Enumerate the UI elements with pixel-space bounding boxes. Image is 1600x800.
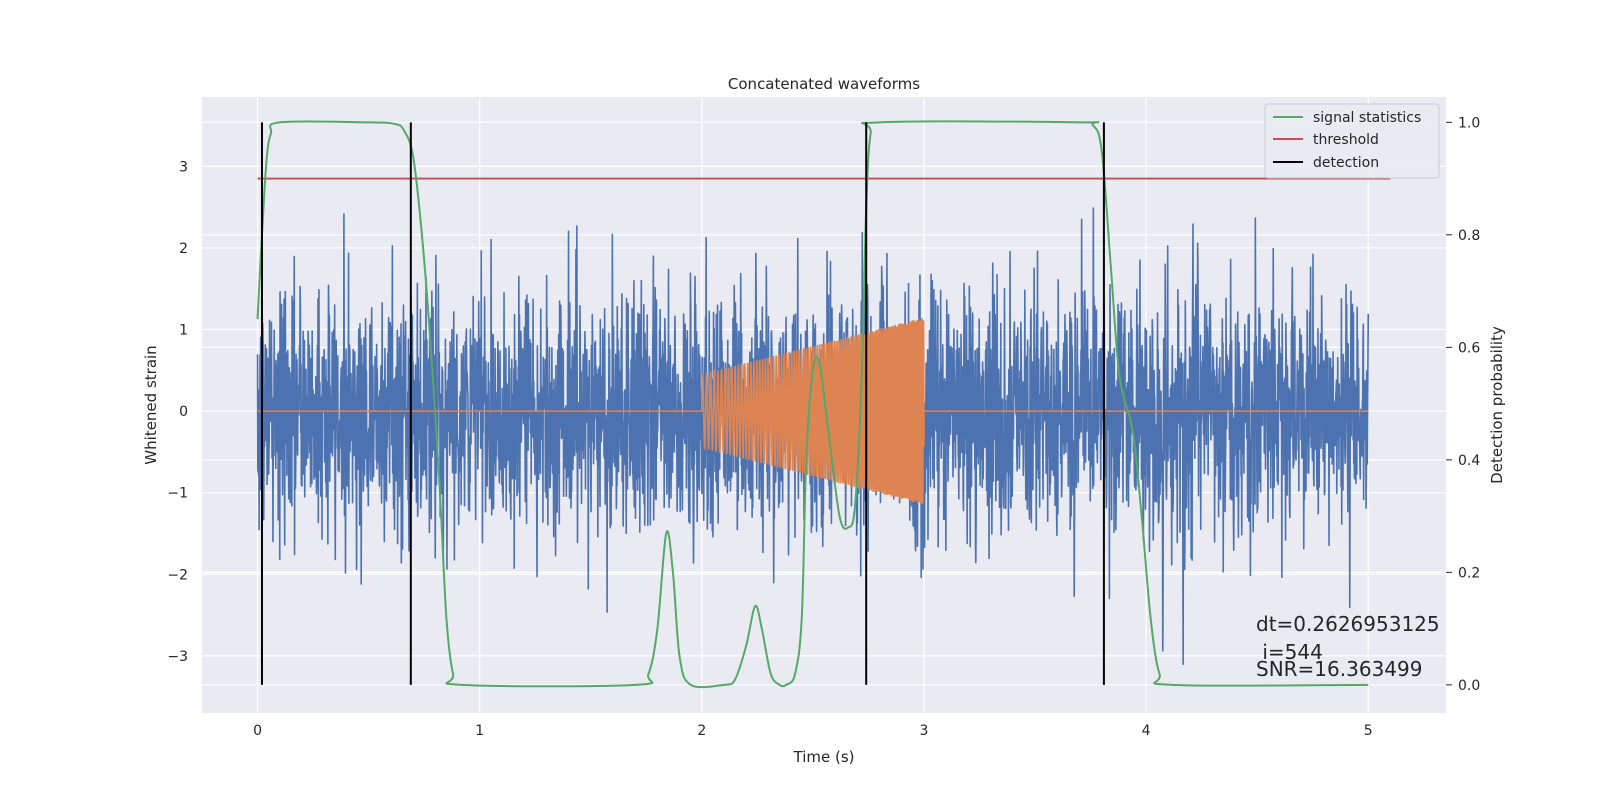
- strain-series-line: [256, 207, 1370, 666]
- x-tick-label: 5: [1364, 723, 1373, 739]
- y-tick-label: 0: [179, 404, 188, 420]
- chart-title: Concatenated waveforms: [728, 75, 920, 93]
- y2-tick-label: 1.0: [1458, 115, 1480, 131]
- legend-label-threshold: threshold: [1313, 132, 1379, 148]
- tick-labels: 0 1 2 3 4 5 −3 −2 −1 0 1 2 3 0.0 0.2 0.4 0.6 0.8 1.0: [167, 115, 1480, 739]
- x-tick-label: 3: [920, 723, 929, 739]
- x-tick-label: 2: [697, 723, 706, 739]
- template-series-line: [257, 317, 1369, 504]
- y2-tick-label: 0.6: [1458, 340, 1480, 356]
- x-axis-label: Time (s): [793, 748, 855, 766]
- y2-tick-label: 0.0: [1458, 678, 1480, 694]
- y-tick-label: 2: [179, 241, 188, 257]
- y2-tick-label: 0.2: [1458, 565, 1480, 581]
- y-tick-label: 1: [179, 323, 188, 339]
- data-layer: [256, 120, 1391, 689]
- annotation-dt: dt=0.2626953125: [1256, 612, 1440, 636]
- signal-statistics-line: [256, 120, 1369, 689]
- legend: signal statistics threshold detection: [1264, 103, 1440, 179]
- x-tick-label: 1: [475, 723, 484, 739]
- legend-label-signal-statistics: signal statistics: [1313, 110, 1421, 126]
- annotation-snr: SNR=16.363499: [1256, 657, 1422, 681]
- x-tick-label: 4: [1142, 723, 1151, 739]
- legend-box: [1264, 103, 1440, 179]
- y2-tick-label: 0.8: [1458, 228, 1480, 244]
- y-tick-label: −2: [167, 567, 188, 583]
- y-axis-label: Whitened strain: [142, 345, 160, 464]
- y-tick-label: 3: [179, 159, 188, 175]
- legend-label-detection: detection: [1313, 155, 1379, 171]
- y2-tick-label: 0.4: [1458, 453, 1480, 469]
- y-tick-label: −3: [167, 649, 188, 665]
- annotations: dt=0.2626953125 i=544 SNR=16.363499: [1256, 612, 1440, 681]
- y-tick-label: −1: [167, 486, 188, 502]
- annotation-index: i=544: [1256, 640, 1323, 664]
- y2-axis-label: Detection probability: [1488, 326, 1506, 484]
- x-tick-label: 0: [253, 723, 262, 739]
